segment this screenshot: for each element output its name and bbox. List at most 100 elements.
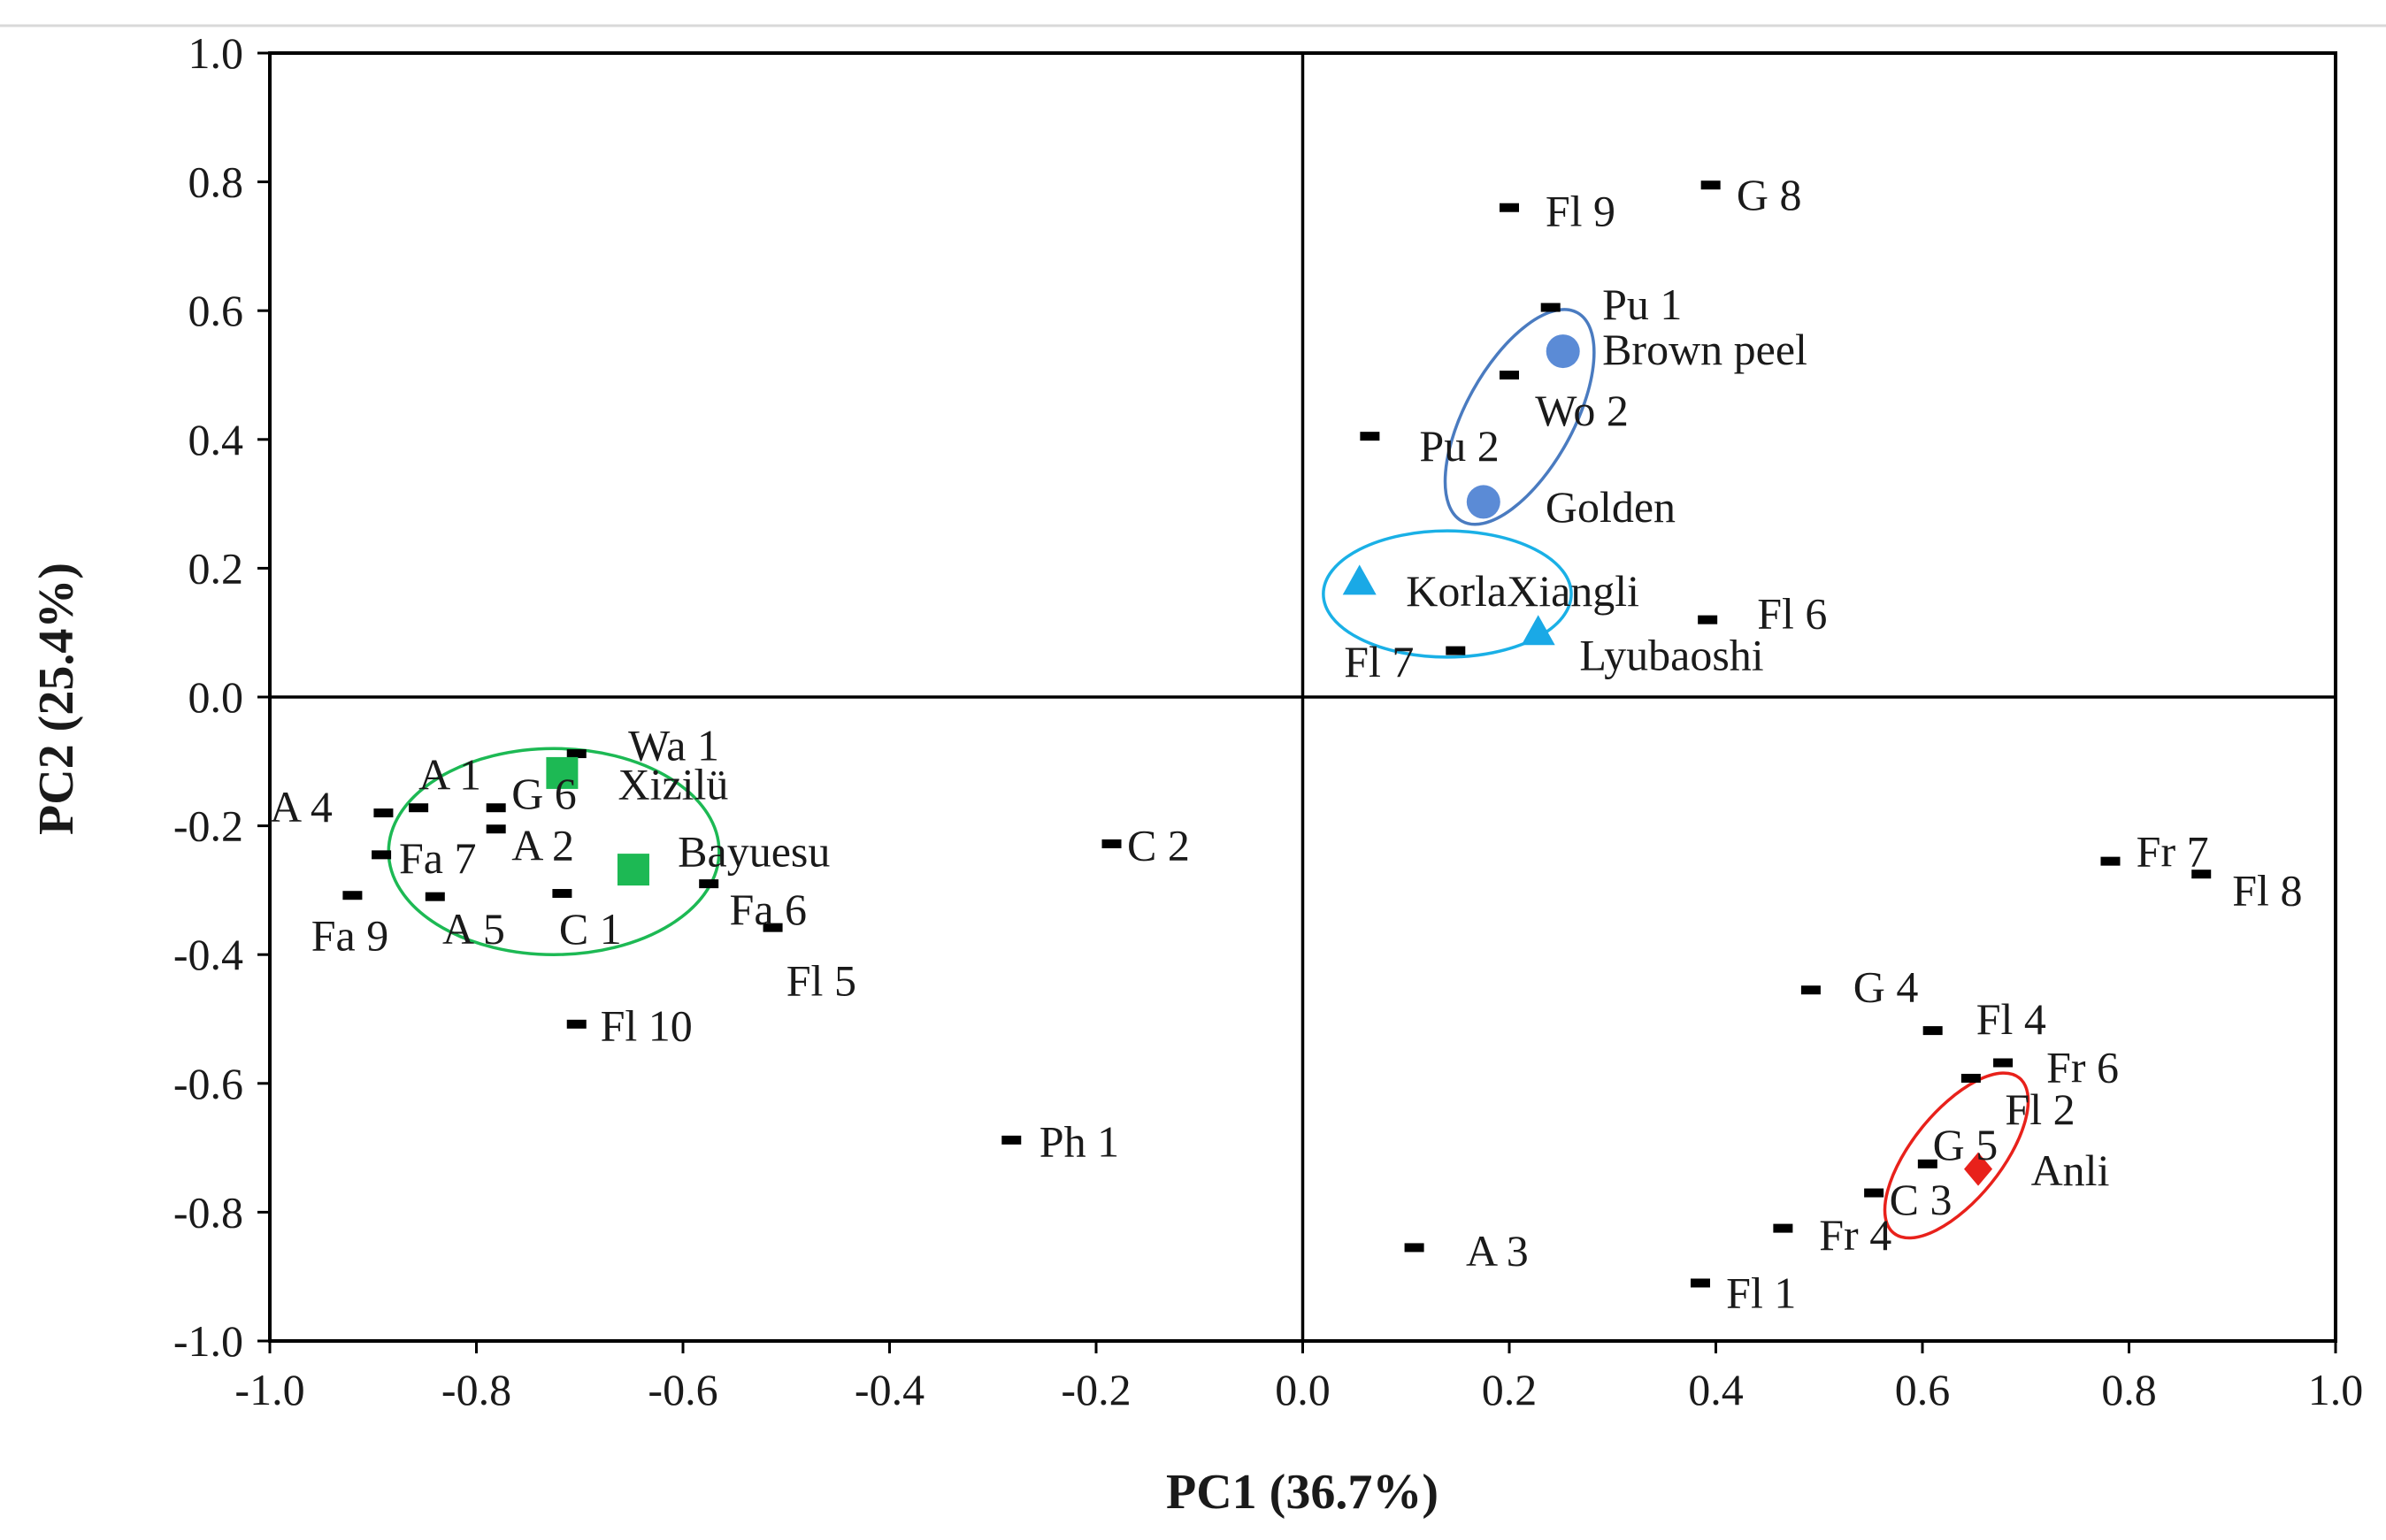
label-fl-4: Fl 4 [1976, 994, 2046, 1044]
label-fl-10: Fl 10 [601, 1000, 693, 1050]
point-fl-5 [763, 923, 783, 932]
point-a-1 [409, 803, 429, 813]
point-fa-7 [372, 850, 392, 860]
point-g-4 [1800, 985, 1821, 995]
x-tick-label: -0.6 [648, 1365, 717, 1414]
y-tick-label: -0.6 [173, 1059, 243, 1108]
point-labels: Fl 9 G 8 Pu 1 Wo 2 Pu 2 Fl 6 Fl 7 Wa 1 A 1 G 6 A 4… [270, 170, 2302, 1317]
y-tick-label: -0.8 [173, 1187, 243, 1237]
y-tick-label: 1.0 [188, 28, 244, 78]
label-g-8: G 8 [1737, 170, 1802, 219]
point-a-4 [373, 808, 394, 818]
point-korlaxiangli [1342, 564, 1377, 595]
korla-ellipse [1322, 529, 1573, 659]
x-tick-label: -1.0 [234, 1365, 304, 1414]
label-bayuesu: Bayuesu [678, 827, 830, 877]
label-a-1: A 1 [418, 749, 481, 799]
point-fl-2 [1960, 1073, 1981, 1083]
x-tick-label: -0.4 [855, 1365, 924, 1414]
label-g-5: G 5 [1933, 1120, 1999, 1169]
label-fl-6: Fl 6 [1757, 588, 1827, 638]
y-tick-label: 0.6 [188, 286, 244, 335]
label-fl-9: Fl 9 [1546, 186, 1615, 235]
point-a-3 [1404, 1243, 1424, 1253]
point-fl-6 [1698, 615, 1718, 624]
label-fr-6: Fr 6 [2046, 1043, 2119, 1092]
x-tick-label: 0.4 [1688, 1365, 1744, 1414]
point-g-6 [486, 803, 506, 813]
y-tick-label: 0.8 [188, 157, 244, 207]
label-fl-1: Fl 1 [1726, 1268, 1796, 1317]
data-points [342, 180, 2212, 1288]
point-wa-1 [566, 749, 587, 759]
point-fl-10 [566, 1019, 587, 1029]
point-fa-6 [699, 879, 719, 889]
y-tick-label: 0.0 [188, 672, 244, 722]
label-anli: Anli [2031, 1145, 2110, 1195]
label-a-4: A 4 [270, 782, 333, 831]
label-c-3: C 3 [1890, 1175, 1953, 1224]
label-a-5: A 5 [442, 904, 505, 954]
y-axis: 1.0 0.8 0.6 0.4 0.2 0.0 -0.2 -0.4 -0.6 -0.8 -1.0 [173, 28, 270, 1366]
label-fa-9: Fa 9 [311, 910, 389, 960]
label-golden: Golden [1546, 482, 1676, 532]
label-fl-5: Fl 5 [786, 955, 856, 1005]
point-fl-4 [1922, 1026, 1943, 1036]
x-axis-title: PC1 (36.7%) [1166, 1465, 1439, 1520]
label-c-2: C 2 [1127, 820, 1190, 870]
point-g-5 [1917, 1159, 1937, 1168]
anli-ellipse [1883, 1071, 2030, 1240]
label-wo-2: Wo 2 [1535, 386, 1629, 435]
point-c-1 [552, 889, 572, 899]
point-fl-1 [1690, 1278, 1710, 1288]
point-bayuesu [617, 854, 649, 886]
quadrant-lines [270, 53, 2336, 1341]
x-axis: -1.0 -0.8 -0.6 -0.4 -0.2 0.0 0.2 0.4 0.6 0.8 1.0 [234, 1341, 2363, 1414]
label-fr-7: Fr 7 [2137, 827, 2209, 877]
point-pu-2 [1360, 432, 1380, 441]
label-fl-2: Fl 2 [2005, 1084, 2075, 1134]
label-fr-4: Fr 4 [1819, 1210, 1891, 1260]
brown-ellipse [1443, 308, 1596, 526]
label-xizil: Xizilü [618, 759, 728, 808]
point-lyubaoshi [1521, 615, 1555, 646]
label-fa-6: Fa 6 [730, 885, 808, 934]
label-c-1: C 1 [559, 904, 622, 954]
y-axis-title: PC2 (25.4%) [29, 563, 84, 835]
point-c-2 [1101, 839, 1122, 848]
point-fl-8 [2191, 870, 2212, 879]
point-golden [1466, 485, 1500, 519]
label-g-6: G 6 [511, 769, 577, 818]
y-tick-label: -0.2 [173, 801, 243, 851]
y-tick-label: 0.4 [188, 415, 244, 464]
point-fl-7 [1446, 646, 1466, 655]
point-fl-9 [1500, 203, 1519, 212]
label-ph-1: Ph 1 [1040, 1116, 1119, 1166]
label-lyubaoshi: Lyubaoshi [1579, 631, 1763, 680]
x-tick-label: 1.0 [2308, 1365, 2364, 1414]
point-a-2 [486, 824, 506, 834]
point-fa-9 [342, 891, 363, 900]
label-fa-7: Fa 7 [399, 833, 477, 883]
x-tick-label: -0.8 [441, 1365, 511, 1414]
x-tick-label: 0.6 [1895, 1365, 1951, 1414]
y-tick-label: -0.4 [173, 930, 243, 979]
point-fr-6 [1993, 1058, 2014, 1068]
y-tick-label: 0.2 [188, 543, 244, 593]
point-brown-peel [1546, 334, 1580, 369]
label-a-2: A 2 [511, 820, 574, 870]
point-a-5 [425, 892, 445, 901]
label-g-4: G 4 [1853, 962, 1919, 1012]
group-ellipses [387, 308, 2030, 1240]
label-fl-7: Fl 7 [1344, 637, 1414, 686]
label-pu-2: Pu 2 [1419, 421, 1499, 471]
label-fl-8: Fl 8 [2232, 865, 2302, 915]
point-ph-1 [1001, 1135, 1022, 1145]
point-anli [1964, 1152, 1993, 1186]
x-tick-label: 0.2 [1482, 1365, 1538, 1414]
point-wo-2 [1500, 371, 1519, 379]
point-g-8 [1700, 180, 1721, 190]
point-pu-1 [1540, 303, 1561, 312]
label-korlaxiangli: KorlaXiangli [1406, 566, 1639, 616]
